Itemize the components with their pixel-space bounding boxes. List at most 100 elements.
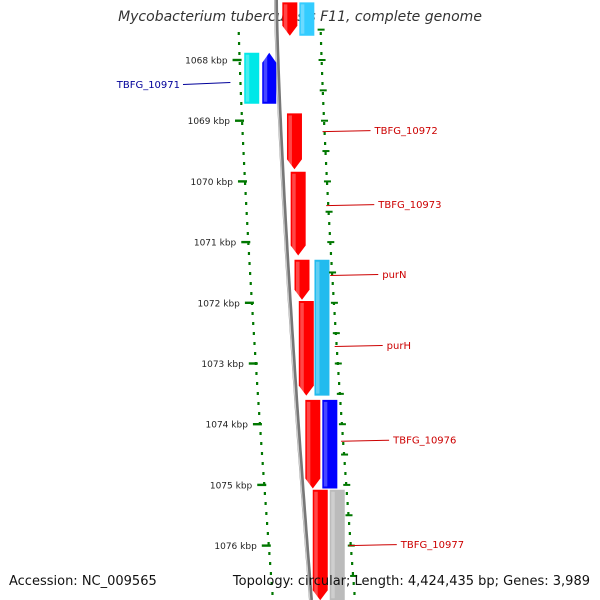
- feature-label[interactable]: TBFG_10973: [377, 200, 441, 211]
- minor-tick: [341, 453, 349, 456]
- feature-labels: TBFG_10971 TBFG_10972 TBFG_10973 purN purH TB…: [116, 80, 464, 551]
- feature-label[interactable]: TBFG_10971: [116, 80, 180, 91]
- ruler-dot: [322, 112, 325, 115]
- ruler-dot: [337, 372, 340, 375]
- feature-highlight: [288, 115, 292, 168]
- gene-feature[interactable]: [286, 113, 302, 170]
- feature-label[interactable]: TBFG_10976: [392, 436, 456, 447]
- ruler-dot: [321, 82, 324, 85]
- ruler-dot: [328, 222, 331, 225]
- gene-feature[interactable]: [244, 52, 260, 104]
- ruler-dot: [322, 102, 325, 105]
- ruler-dot: [267, 542, 270, 545]
- ruler-dot: [239, 82, 242, 85]
- ruler-dot: [255, 372, 258, 375]
- ruler-dot: [238, 52, 241, 55]
- ruler-dot: [243, 172, 246, 175]
- minor-tick: [322, 150, 330, 153]
- gene-feature[interactable]: [314, 259, 330, 396]
- minor-tick: [345, 514, 353, 517]
- ruler-dot: [326, 192, 329, 195]
- tick-label: 1076 kbp: [214, 542, 257, 552]
- minor-tick: [343, 483, 351, 486]
- tick-label: 1070 kbp: [191, 178, 234, 188]
- ruler-dot: [260, 452, 264, 455]
- ruler-dot: [262, 472, 265, 475]
- minor-tick: [334, 362, 342, 365]
- ruler-dot: [348, 522, 351, 525]
- ruler-dot: [329, 252, 333, 255]
- ruler-dot: [320, 52, 323, 55]
- feature-highlight: [314, 491, 318, 599]
- ruler-dot: [344, 472, 347, 475]
- feature-label[interactable]: purN: [382, 270, 406, 281]
- tick-label: 1074 kbp: [206, 421, 249, 431]
- feature-highlight: [323, 401, 328, 487]
- ruler-dot: [240, 102, 243, 105]
- ruler-dot: [339, 402, 342, 405]
- gene-feature[interactable]: [299, 2, 315, 36]
- gene-feature[interactable]: [312, 489, 328, 600]
- backbone-line: [274, 0, 313, 600]
- ruler-dot: [341, 432, 344, 435]
- feature-label[interactable]: purH: [387, 341, 411, 352]
- gene-feature[interactable]: [329, 489, 345, 600]
- feature-label[interactable]: TBFG_10977: [400, 540, 464, 551]
- ruler-dot: [240, 112, 243, 115]
- ruler-dot: [342, 442, 345, 445]
- feature-highlight: [315, 261, 320, 394]
- ruler-dot: [239, 92, 242, 95]
- tick-mark: [248, 362, 258, 365]
- ruler-dot: [263, 482, 266, 485]
- gene-feature[interactable]: [282, 2, 298, 36]
- ruler-dot: [248, 262, 251, 265]
- ruler-dot: [269, 562, 272, 565]
- tick-mark: [261, 544, 271, 547]
- gene-feature[interactable]: [305, 399, 321, 489]
- feature-label[interactable]: TBFG_10972: [374, 126, 438, 137]
- ruler-dot: [252, 332, 255, 335]
- ruler-dot: [342, 452, 346, 455]
- feature-highlight: [295, 261, 300, 298]
- gene-feature[interactable]: [298, 300, 314, 396]
- gene-feature[interactable]: [294, 259, 310, 300]
- ruler-dots: [237, 32, 356, 595]
- gene-feature[interactable]: [322, 399, 338, 489]
- tick-label: 1075 kbp: [210, 481, 253, 491]
- feature-track: [244, 2, 345, 600]
- minor-tick: [330, 301, 338, 304]
- ruler-dot: [324, 142, 327, 145]
- ruler-dot: [325, 182, 329, 185]
- ruler-dot: [351, 572, 355, 575]
- ruler-dot: [259, 432, 262, 435]
- label-leader-line: [326, 204, 375, 207]
- ruler-dot: [264, 502, 267, 505]
- ruler-dot: [319, 32, 322, 35]
- accession-text: Accession: NC_009565: [9, 574, 157, 589]
- ruler-dot: [257, 402, 260, 405]
- minor-tick: [319, 89, 327, 92]
- ruler-dot: [336, 352, 339, 355]
- ruler-dot: [241, 132, 244, 135]
- ruler-dot: [256, 392, 259, 395]
- ruler-dot: [351, 562, 354, 565]
- ruler-dot: [327, 212, 330, 215]
- gene-feature[interactable]: [290, 171, 306, 256]
- minor-tick: [350, 574, 358, 577]
- tick-mark: [257, 483, 267, 487]
- ruler-dot: [246, 232, 249, 235]
- ruler-dot: [261, 462, 264, 465]
- tick-label: 1073 kbp: [201, 360, 244, 370]
- ruler-dot: [338, 382, 341, 385]
- ruler-dot: [238, 72, 242, 75]
- backbone-highlight: [274, 0, 311, 600]
- tick-mark: [237, 180, 247, 183]
- feature-highlight: [306, 401, 311, 487]
- ruler-dot: [325, 172, 328, 175]
- feature-highlight: [300, 302, 304, 394]
- feature-highlight: [300, 4, 305, 34]
- gene-feature[interactable]: [262, 52, 277, 104]
- ruler-dot: [334, 322, 337, 325]
